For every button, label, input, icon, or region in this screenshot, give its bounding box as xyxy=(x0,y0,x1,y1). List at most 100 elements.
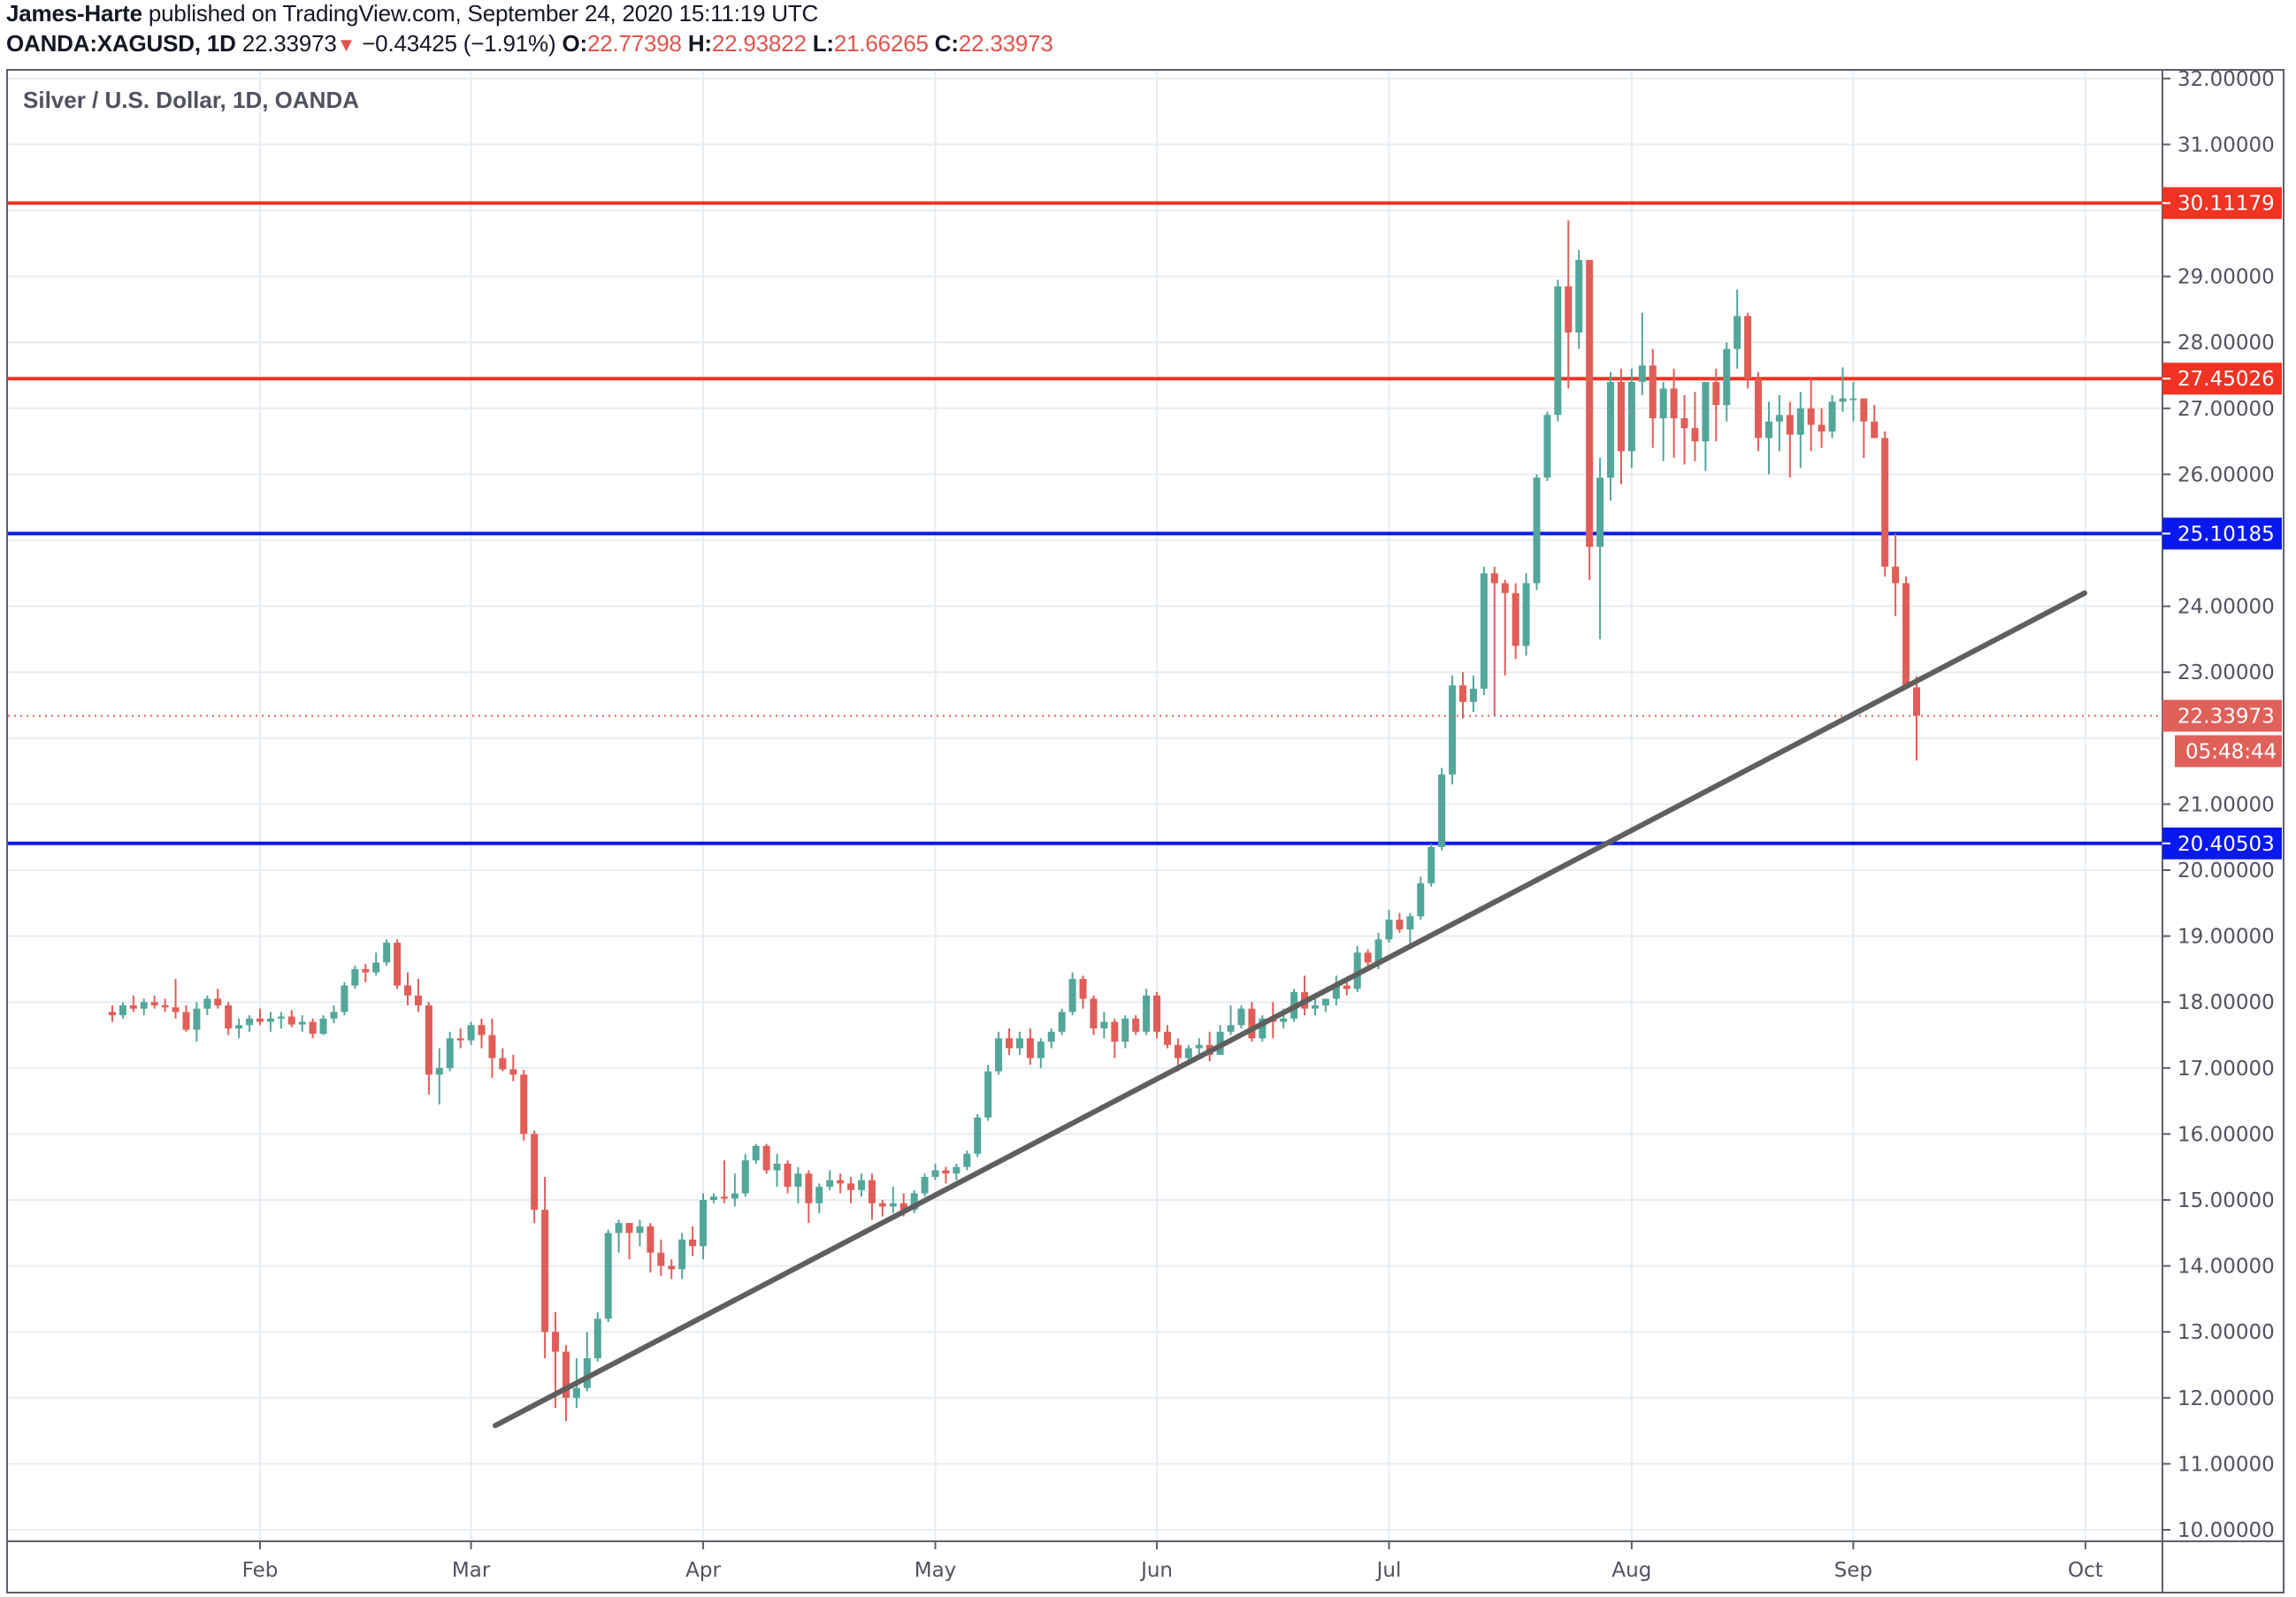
candle[interactable] xyxy=(1058,1008,1066,1035)
candle[interactable] xyxy=(214,989,222,1009)
candle[interactable] xyxy=(1892,533,1900,616)
candle[interactable] xyxy=(1248,1002,1256,1042)
candle[interactable] xyxy=(277,1012,285,1029)
candle[interactable] xyxy=(298,1015,306,1032)
candle[interactable] xyxy=(1586,259,1594,580)
candle[interactable] xyxy=(404,972,412,1005)
candle[interactable] xyxy=(1427,844,1435,887)
candle[interactable] xyxy=(1596,457,1604,639)
candle[interactable] xyxy=(362,963,370,982)
candle[interactable] xyxy=(773,1153,781,1188)
candle[interactable] xyxy=(1839,367,1847,412)
candle[interactable] xyxy=(161,998,169,1012)
candle[interactable] xyxy=(246,1015,254,1032)
candle[interactable] xyxy=(1163,1025,1171,1049)
candle[interactable] xyxy=(531,1130,539,1224)
candle[interactable] xyxy=(1438,768,1446,851)
candle[interactable] xyxy=(1153,992,1161,1039)
candle[interactable] xyxy=(1638,312,1646,395)
candle[interactable] xyxy=(1543,411,1551,481)
candle[interactable] xyxy=(1533,474,1541,590)
candle[interactable] xyxy=(150,995,158,1009)
candle[interactable] xyxy=(1755,371,1763,452)
candle[interactable] xyxy=(1364,949,1372,967)
candle[interactable] xyxy=(953,1163,960,1181)
candle[interactable] xyxy=(319,1015,327,1035)
candle[interactable] xyxy=(1015,1031,1023,1055)
candle[interactable] xyxy=(942,1166,950,1184)
candle[interactable] xyxy=(341,982,348,1016)
candle[interactable] xyxy=(700,1193,708,1260)
candle[interactable] xyxy=(636,1219,644,1247)
candle[interactable] xyxy=(657,1239,665,1276)
candle[interactable] xyxy=(689,1226,697,1257)
candle[interactable] xyxy=(541,1176,549,1359)
candle[interactable] xyxy=(720,1160,728,1203)
candle[interactable] xyxy=(1670,369,1678,458)
candle[interactable] xyxy=(1480,566,1488,696)
candle[interactable] xyxy=(931,1163,939,1181)
candle[interactable] xyxy=(1037,1038,1045,1068)
candle[interactable] xyxy=(1849,381,1857,422)
candle[interactable] xyxy=(1417,876,1425,920)
candle[interactable] xyxy=(1733,289,1741,370)
candle[interactable] xyxy=(351,966,359,990)
candle[interactable] xyxy=(1100,1012,1108,1039)
candle[interactable] xyxy=(488,1018,496,1078)
candle[interactable] xyxy=(1490,566,1498,715)
candle[interactable] xyxy=(1259,1015,1267,1042)
candle[interactable] xyxy=(478,1018,486,1049)
candle[interactable] xyxy=(1775,394,1783,452)
candle[interactable] xyxy=(815,1183,823,1213)
candle[interactable] xyxy=(140,998,148,1016)
candle[interactable] xyxy=(1143,989,1151,1035)
candle[interactable] xyxy=(383,939,391,967)
candle[interactable] xyxy=(108,1005,116,1022)
candle[interactable] xyxy=(182,1005,190,1032)
candle[interactable] xyxy=(615,1219,623,1253)
candle[interactable] xyxy=(678,1233,686,1280)
candle[interactable] xyxy=(129,995,137,1012)
candle[interactable] xyxy=(1068,972,1076,1016)
candle[interactable] xyxy=(921,1173,929,1197)
candle[interactable] xyxy=(1818,408,1825,448)
candle[interactable] xyxy=(1828,394,1836,439)
candle[interactable] xyxy=(1871,405,1879,439)
candle[interactable] xyxy=(1501,579,1509,676)
candle[interactable] xyxy=(1881,431,1889,577)
candle[interactable] xyxy=(1006,1028,1014,1055)
candle[interactable] xyxy=(1627,369,1635,468)
candle[interactable] xyxy=(784,1160,792,1194)
candle[interactable] xyxy=(446,1031,454,1072)
candle[interactable] xyxy=(1459,672,1467,719)
candle[interactable] xyxy=(709,1193,717,1203)
candle[interactable] xyxy=(858,1173,865,1197)
candle[interactable] xyxy=(1565,220,1573,389)
candle[interactable] xyxy=(309,1018,317,1039)
candle[interactable] xyxy=(741,1153,749,1197)
candle[interactable] xyxy=(1702,381,1710,471)
candle[interactable] xyxy=(394,939,402,990)
author-name[interactable]: James-Harte xyxy=(6,0,142,27)
candle[interactable] xyxy=(805,1170,813,1224)
candle[interactable] xyxy=(1913,676,1920,761)
candle[interactable] xyxy=(963,1150,971,1171)
candle[interactable] xyxy=(1396,913,1404,933)
candle[interactable] xyxy=(414,979,422,1012)
candle[interactable] xyxy=(1659,381,1667,462)
candle[interactable] xyxy=(1522,573,1530,656)
candle[interactable] xyxy=(1786,401,1794,478)
candle[interactable] xyxy=(1121,1015,1129,1049)
candle[interactable] xyxy=(847,1176,855,1203)
candle[interactable] xyxy=(1575,249,1583,349)
candle[interactable] xyxy=(509,1054,517,1081)
candle[interactable] xyxy=(1860,398,1868,458)
candle[interactable] xyxy=(593,1311,601,1362)
candle[interactable] xyxy=(1026,1028,1034,1066)
candle[interactable] xyxy=(837,1173,845,1194)
candle[interactable] xyxy=(372,952,380,976)
candle[interactable] xyxy=(203,995,211,1016)
candle[interactable] xyxy=(193,1002,201,1042)
candle[interactable] xyxy=(499,1048,507,1072)
candle[interactable] xyxy=(1691,392,1699,462)
